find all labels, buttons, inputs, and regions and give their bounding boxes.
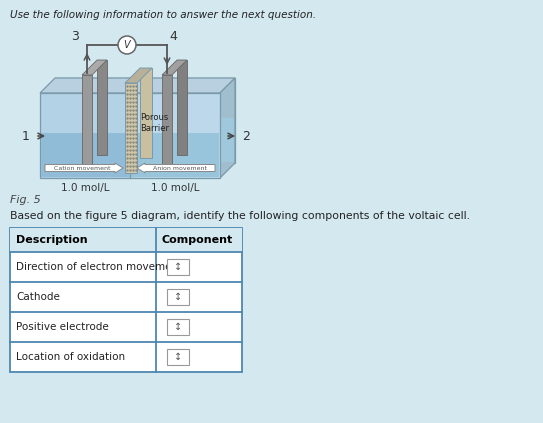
Bar: [10, 228, 242, 372]
Text: ↕: ↕: [174, 352, 182, 362]
Text: ↕: ↕: [174, 322, 182, 332]
Text: 3: 3: [71, 30, 79, 43]
Text: ↕: ↕: [174, 292, 182, 302]
Polygon shape: [125, 68, 152, 83]
Text: Based on the figure 5 diagram, identify the following components of the voltaic : Based on the figure 5 diagram, identify …: [10, 211, 470, 221]
Text: Cation movement: Cation movement: [54, 165, 110, 170]
Polygon shape: [56, 118, 234, 162]
FancyArrow shape: [137, 163, 215, 173]
Text: Porous
Barrier: Porous Barrier: [140, 113, 169, 133]
Polygon shape: [131, 133, 219, 177]
Text: Use the following information to answer the next question.: Use the following information to answer …: [10, 10, 316, 20]
Polygon shape: [82, 75, 92, 170]
Text: Cathode: Cathode: [16, 292, 60, 302]
Text: Direction of electron movement: Direction of electron movement: [16, 262, 182, 272]
Bar: [167, 319, 189, 335]
Text: 4: 4: [169, 30, 177, 43]
Polygon shape: [55, 78, 235, 163]
Bar: [10, 228, 242, 252]
Polygon shape: [130, 93, 220, 178]
Text: Component: Component: [162, 235, 233, 245]
Polygon shape: [97, 60, 107, 155]
Bar: [167, 289, 189, 305]
Polygon shape: [220, 78, 235, 178]
Text: Fig. 5: Fig. 5: [10, 195, 41, 205]
Text: 1.0 mol/L: 1.0 mol/L: [151, 183, 199, 193]
Polygon shape: [125, 83, 137, 173]
Text: Description: Description: [16, 235, 87, 245]
Polygon shape: [177, 60, 187, 155]
Bar: [167, 259, 189, 275]
Polygon shape: [162, 75, 172, 170]
Text: Location of oxidation: Location of oxidation: [16, 352, 125, 362]
Circle shape: [118, 36, 136, 54]
Text: Anion movement: Anion movement: [153, 165, 207, 170]
Polygon shape: [162, 60, 187, 75]
Text: V: V: [124, 40, 130, 50]
Text: Positive electrode: Positive electrode: [16, 322, 109, 332]
Polygon shape: [40, 78, 235, 93]
Text: 1.0 mol/L: 1.0 mol/L: [61, 183, 109, 193]
Text: 1: 1: [22, 129, 30, 143]
Polygon shape: [140, 68, 152, 158]
Text: ↕: ↕: [174, 262, 182, 272]
Polygon shape: [41, 133, 129, 177]
Polygon shape: [82, 60, 107, 75]
Polygon shape: [40, 93, 130, 178]
FancyArrow shape: [45, 163, 123, 173]
Bar: [167, 349, 189, 365]
Text: 2: 2: [242, 129, 250, 143]
